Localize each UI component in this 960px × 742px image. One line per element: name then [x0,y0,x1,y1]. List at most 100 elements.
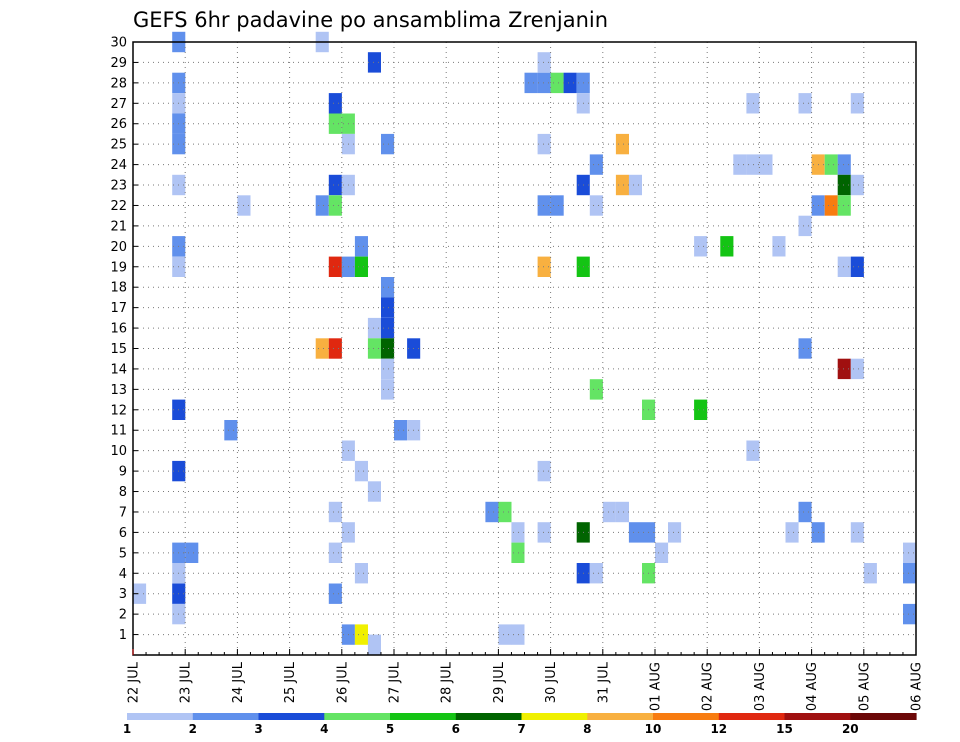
precip-cell [354,624,368,645]
precip-cell [224,420,238,441]
y-tick-label: 26 [110,117,127,132]
y-tick-label: 3 [119,587,127,602]
precip-cell [746,93,760,114]
precip-cell [354,460,368,482]
precip-cell [668,522,682,543]
x-tick-label: 30 JUL [544,661,559,703]
precip-cell [381,277,395,298]
y-tick-label: 12 [110,403,127,418]
precip-cell [550,195,564,216]
precip-cell [381,358,395,380]
colorbar-label: 2 [189,722,197,736]
precip-cell [837,154,851,175]
precip-cell [850,256,864,277]
precip-cell [381,379,395,400]
precip-cell [354,256,368,277]
precip-cell [837,256,851,277]
precip-cell [837,174,851,196]
precip-cell [824,154,838,175]
precip-cell [759,154,773,175]
precip-cell [315,195,329,216]
precip-cell [850,522,864,543]
precip-cell [694,399,708,420]
cells-layer [133,31,917,655]
colorbar: 1 2 3 4 5 6 7 8 10 12 15 20 [123,713,917,736]
y-tick-label: 23 [110,179,127,194]
precip-cell [785,522,799,543]
precip-cell [537,72,551,94]
precip-cell [837,358,851,380]
x-tick-label: 26 JUL [335,661,350,703]
precip-cell [381,317,395,339]
precip-cell [328,195,342,216]
colorbar-segment [784,713,851,720]
precip-cell [328,542,342,563]
colorbar-segment [521,713,588,720]
precip-cell [498,624,512,645]
y-tick-label: 5 [119,546,127,561]
y-tick-label: 21 [110,219,127,234]
y-tick-label: 10 [110,444,127,459]
colorbar-label: 8 [583,722,591,736]
x-tick-label: 02 AUG [701,662,716,711]
y-tick-label: 19 [110,260,127,275]
y-tick-label: 6 [119,526,127,541]
precip-cell [511,624,525,645]
y-tick-label: 16 [110,322,127,337]
colorbar-label: 5 [386,722,394,736]
x-tick-label: 05 AUG [857,662,872,711]
precip-cell [655,542,669,563]
y-tick-label: 29 [110,56,127,71]
x-tick-label: 29 JUL [492,661,507,703]
precip-cell [824,195,838,216]
precip-cell [798,93,812,114]
x-tick-label: 27 JUL [388,661,403,703]
precip-cell [733,154,747,175]
precip-cell [328,93,342,114]
colorbar-label: 4 [320,722,328,736]
x-tick-label: 22 JUL [127,661,142,703]
y-tick-label: 17 [110,301,127,316]
precip-cell [328,338,342,359]
precip-cell [328,113,342,134]
precip-cell [837,195,851,216]
precip-cell [746,440,760,461]
y-tick-label: 20 [110,240,127,255]
precip-cell [354,563,368,584]
colorbar-label: 20 [842,722,859,736]
y-axis: 1234567891011121314151617181920212223242… [110,36,138,643]
colorbar-label: 7 [517,722,525,736]
colorbar-segment [258,713,325,720]
y-tick-label: 2 [119,608,127,623]
y-tick-label: 9 [119,465,127,480]
precip-cell [850,93,864,114]
precip-cell [602,501,616,523]
colorbar-segment [127,713,194,720]
precip-cell [498,501,512,523]
y-tick-label: 24 [110,158,127,173]
precip-cell [694,236,708,257]
colorbar-segment [324,713,391,720]
y-tick-label: 1 [119,628,127,643]
precip-cell [185,542,199,563]
precip-cell [615,174,629,196]
precip-cell [628,522,642,543]
colorbar-label: 6 [452,722,460,736]
colorbar-segment [455,713,523,720]
precip-cell [798,338,812,359]
precip-cell [511,542,525,563]
y-tick-label: 14 [110,362,127,377]
precip-cell [367,317,381,339]
precip-cell [485,501,499,523]
x-tick-label: 03 AUG [753,662,768,711]
y-tick-label: 4 [119,567,127,582]
precip-cell [354,236,368,257]
precip-cell [903,603,917,625]
precip-cell [381,133,395,155]
precip-cell [563,72,577,94]
colorbar-label: 10 [645,722,662,736]
x-tick-label: 01 AUG [649,662,664,711]
x-tick-label: 25 JUL [283,661,298,703]
y-tick-label: 18 [110,281,127,296]
